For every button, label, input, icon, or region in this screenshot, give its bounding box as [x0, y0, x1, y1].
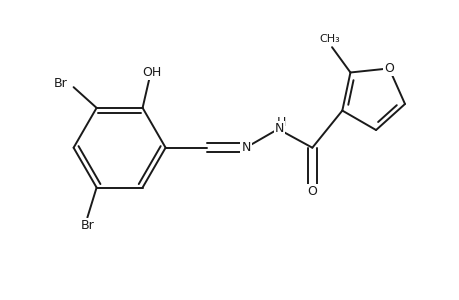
Text: OH: OH — [142, 66, 161, 79]
Text: H: H — [276, 116, 285, 129]
Text: O: O — [307, 185, 317, 198]
Text: N: N — [274, 122, 283, 135]
Text: Br: Br — [54, 77, 67, 90]
Text: N: N — [241, 141, 250, 154]
Text: Br: Br — [80, 219, 94, 232]
Text: O: O — [383, 62, 393, 75]
Text: CH₃: CH₃ — [319, 34, 339, 44]
